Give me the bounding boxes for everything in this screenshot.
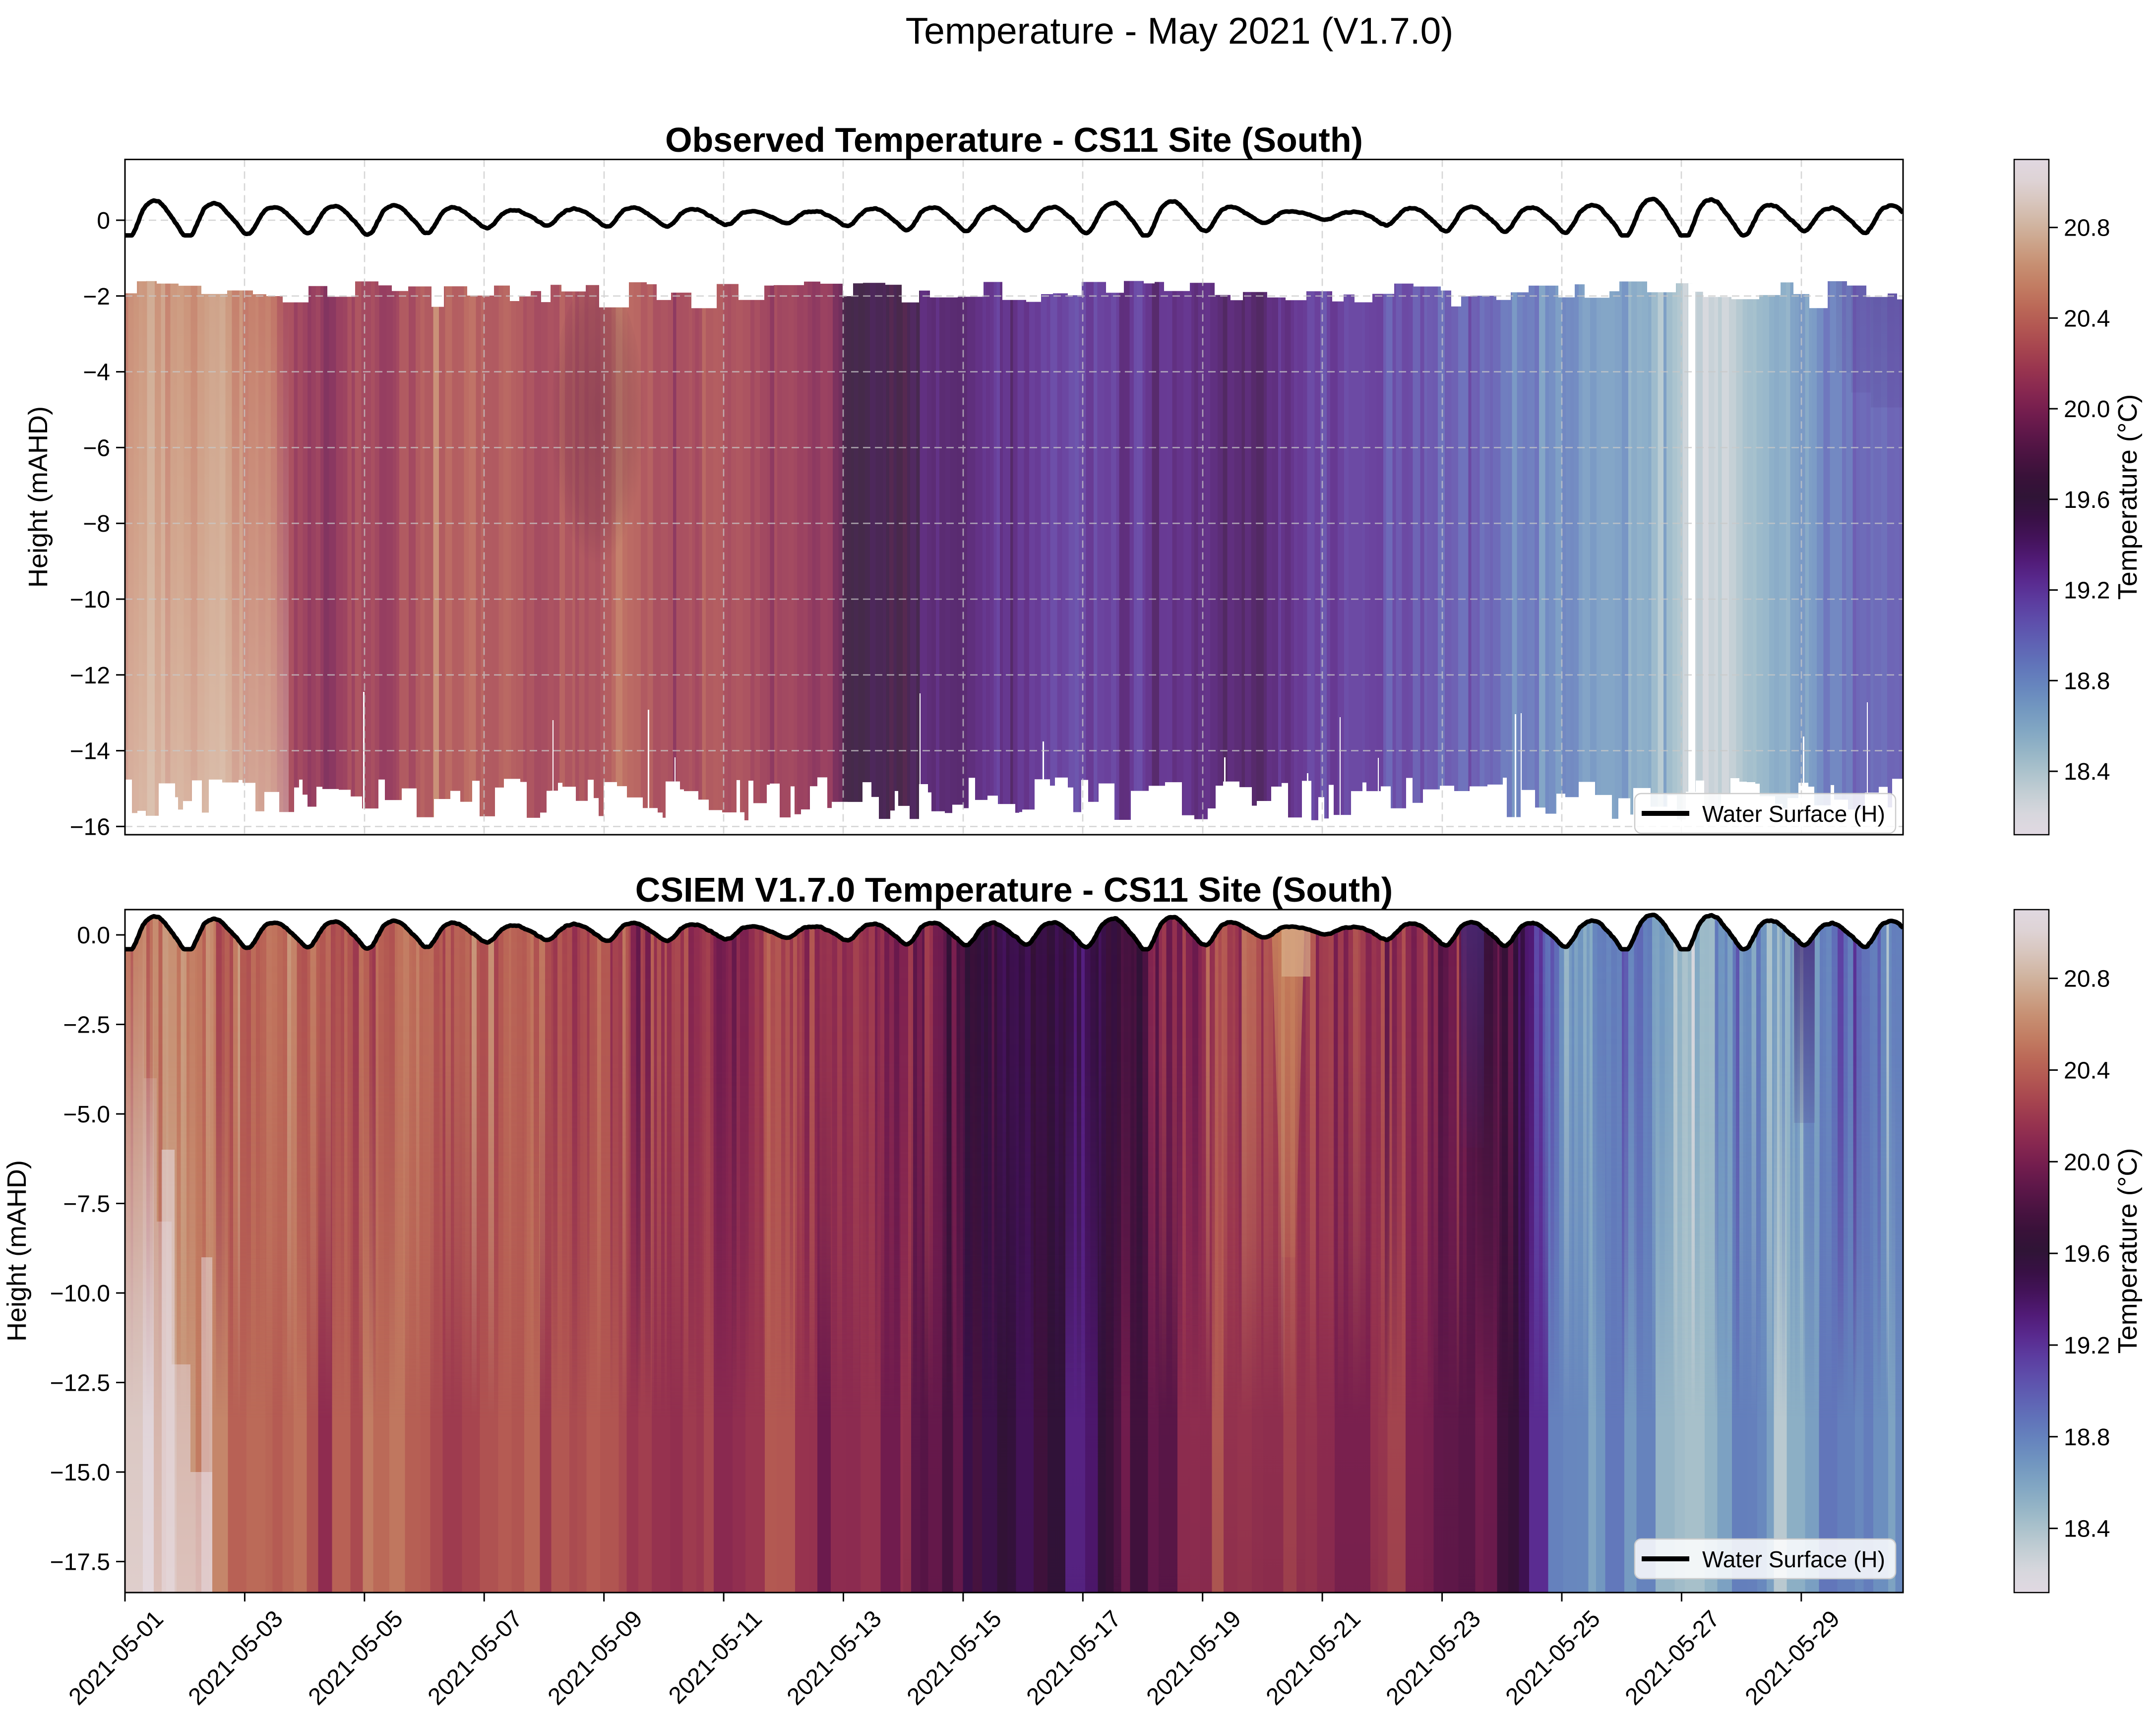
svg-text:−17.5: −17.5 (50, 1549, 110, 1576)
svg-text:−12: −12 (70, 663, 110, 689)
svg-text:−14: −14 (70, 738, 110, 765)
svg-text:18.4: 18.4 (2064, 759, 2110, 785)
svg-text:20.0: 20.0 (2064, 1149, 2110, 1175)
svg-text:19.2: 19.2 (2064, 578, 2110, 604)
svg-text:20.0: 20.0 (2064, 396, 2110, 423)
svg-text:Height (mAHD): Height (mAHD) (23, 406, 53, 588)
svg-text:20.8: 20.8 (2064, 966, 2110, 992)
svg-text:−6: −6 (83, 435, 110, 461)
svg-text:19.2: 19.2 (2064, 1333, 2110, 1359)
svg-text:20.4: 20.4 (2064, 306, 2110, 332)
svg-text:20.8: 20.8 (2064, 215, 2110, 242)
svg-text:−12.5: −12.5 (50, 1370, 110, 1397)
svg-text:18.8: 18.8 (2064, 1424, 2110, 1451)
svg-text:Water Surface (H): Water Surface (H) (1702, 801, 1885, 827)
svg-text:0.0: 0.0 (77, 922, 110, 949)
svg-text:Water Surface (H): Water Surface (H) (1702, 1546, 1885, 1572)
svg-text:19.6: 19.6 (2064, 487, 2110, 513)
svg-text:−16: −16 (70, 814, 110, 840)
svg-text:−10: −10 (70, 587, 110, 613)
svg-text:−10.0: −10.0 (50, 1281, 110, 1307)
svg-text:Temperature - May 2021 (V1.7.0: Temperature - May 2021 (V1.7.0) (906, 10, 1454, 52)
svg-text:Temperature (°C): Temperature (°C) (2113, 1148, 2143, 1354)
svg-text:−2.5: −2.5 (63, 1012, 110, 1039)
svg-text:CSIEM V1.7.0 Temperature - CS1: CSIEM V1.7.0 Temperature - CS11 Site (So… (635, 870, 1393, 909)
svg-text:−8: −8 (83, 511, 110, 537)
svg-text:−7.5: −7.5 (63, 1191, 110, 1218)
svg-text:20.4: 20.4 (2064, 1058, 2110, 1084)
svg-text:0: 0 (97, 208, 110, 234)
svg-text:Temperature (°C): Temperature (°C) (2113, 394, 2143, 600)
svg-text:18.4: 18.4 (2064, 1516, 2110, 1542)
svg-text:−2: −2 (83, 284, 110, 310)
svg-text:19.6: 19.6 (2064, 1241, 2110, 1267)
svg-text:18.8: 18.8 (2064, 668, 2110, 694)
svg-text:Height (mAHD): Height (mAHD) (2, 1160, 32, 1342)
svg-text:−5.0: −5.0 (63, 1102, 110, 1128)
svg-text:Observed Temperature - CS11 Si: Observed Temperature - CS11 Site (South) (665, 121, 1363, 159)
svg-text:−4: −4 (83, 360, 110, 386)
svg-text:−15.0: −15.0 (50, 1460, 110, 1486)
